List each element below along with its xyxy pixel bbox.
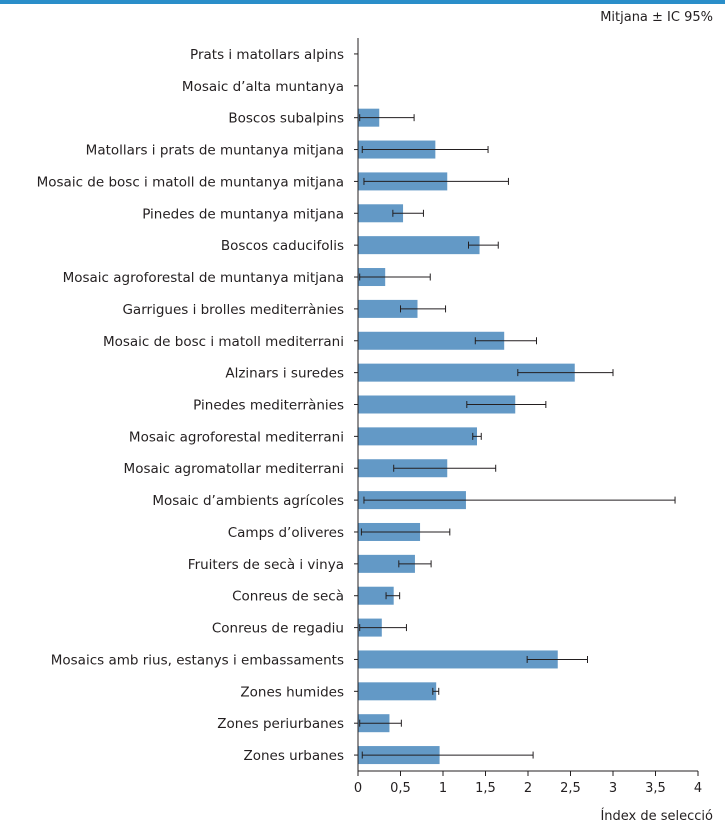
error-bar [385,592,401,600]
bar [358,204,404,223]
x-tick-label: 0,5 [390,781,411,796]
top-rule [0,0,725,4]
error-bar [400,305,447,313]
category-label: Mosaic d’alta muntanya [182,79,344,95]
error-bar [360,528,451,536]
x-tick-label: 3 [609,781,617,796]
category-label: Mosaics amb rius, estanys i embassaments [51,652,344,668]
bar [358,682,437,701]
category-label: Mosaic agroforestal de muntanya mitjana [63,270,344,286]
error-bar [361,751,534,759]
category-label: Garrigues i brolles mediterrànies [122,302,344,318]
bar [358,395,516,414]
category-label: Zones urbanes [243,748,344,764]
x-tick-label: 3,5 [645,781,666,796]
bar [358,650,558,669]
category-label: Alzinars i suredes [225,366,344,382]
category-labels-layer: Prats i matollars alpins Mosaic d’alta mu… [37,47,344,764]
error-bar [392,209,424,217]
category-label: Pinedes mediterrànies [193,398,344,414]
category-label: Prats i matollars alpins [190,47,344,63]
category-label: Camps d’oliveres [228,525,344,541]
x-tick-label: 2,5 [560,781,581,796]
bar [358,427,477,446]
x-ticks-layer: 0 0,5 1 1,5 2 2,5 3 3,5 4 [354,771,702,796]
category-label: Mosaic de bosc i matoll mediterrani [103,334,344,350]
category-label: Zones humides [240,684,344,700]
category-label: Conreus de regadiu [212,621,344,637]
x-tick-label: 4 [694,781,702,796]
category-label: Mosaic agromatollar mediterrani [124,461,344,477]
error-bar [363,177,509,185]
x-tick-label: 1 [439,781,447,796]
error-bar [359,273,431,281]
error-bar [393,464,497,472]
error-bar [526,655,588,663]
category-label: Fruiters de secà i vinya [188,557,344,573]
error-bar [359,114,415,122]
x-axis-title: Índex de selecció [600,808,713,824]
category-label: Boscos subalpins [228,111,344,127]
category-label: Pinedes de muntanya mitjana [142,206,344,222]
error-bar [466,401,547,408]
error-bar [359,624,407,632]
bar [358,331,505,350]
error-bar [517,369,614,377]
error-bars-layer [359,114,676,759]
error-bar [363,496,676,504]
category-label: Mosaic de bosc i matoll de muntanya mitj… [37,174,344,190]
error-bar [361,146,489,154]
error-bar [432,687,440,695]
x-tick-label: 2 [524,781,532,796]
error-bar [359,719,402,727]
error-bar [474,337,537,345]
category-label: Mosaic d’ambients agrícoles [152,493,344,509]
category-label: Boscos caducifolis [221,238,344,254]
legend-note: Mitjana ± IC 95% [600,10,713,25]
bars-layer [358,108,575,765]
bar [358,586,394,605]
x-tick-label: 0 [354,781,362,796]
category-label: Conreus de secà [232,589,344,605]
bar [358,363,575,382]
error-bar [472,432,482,440]
error-bar [398,560,432,568]
category-label: Zones periurbanes [217,716,344,732]
category-label: Mosaic agroforestal mediterrani [129,429,344,445]
bar [358,236,480,255]
error-bar [468,241,499,249]
bar [358,299,418,318]
bar [358,554,415,573]
category-label: Matollars i prats de muntanya mitjana [86,143,344,159]
x-tick-label: 1,5 [475,781,496,796]
